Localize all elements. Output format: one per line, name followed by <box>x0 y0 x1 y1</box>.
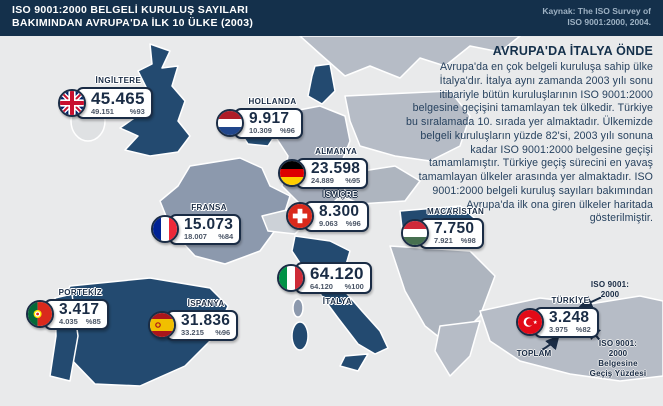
country-callout-turkiye: TÜRKİYE ★ 3.248 3.975 %82 <box>516 296 599 338</box>
total-count: 9.063 <box>319 219 338 229</box>
percent-value: %93 <box>129 106 145 116</box>
turkiye-flag-icon: ★ <box>516 308 544 337</box>
stat-box: 3.417 4.035 %85 <box>44 299 109 330</box>
percent-value: %95 <box>345 176 361 186</box>
sidebar-panel: AVRUPA'DA İTALYA ÖNDE Avrupa'da en çok b… <box>405 44 653 226</box>
cert-count: 45.465 <box>91 89 145 108</box>
cert-count: 7.750 <box>434 220 475 237</box>
country-label: İTALYA <box>322 297 353 307</box>
cert-count: 8.300 <box>319 203 360 220</box>
total-count: 4.035 <box>59 317 78 327</box>
map-scandinavia <box>299 36 521 79</box>
cert-count: 9.917 <box>249 110 290 127</box>
map-eastern-europe <box>344 90 471 162</box>
country-callout-portekiz: PORTEKİZ 3.417 4.035 %85 <box>26 288 109 330</box>
stat-box: 7.750 7.921 %98 <box>419 218 484 249</box>
percent-value: %84 <box>218 232 234 242</box>
percent-value: %85 <box>85 317 101 327</box>
country-callout-ispanya: İSPANYA 31.836 33.215 %96 <box>148 299 239 341</box>
country-label: ALMANYA <box>315 147 358 156</box>
total-count: 7.921 <box>434 236 453 246</box>
percent-value: %96 <box>345 219 361 229</box>
cert-count: 3.248 <box>549 309 590 326</box>
stat-box: 64.120 64.120 %100 <box>295 262 372 295</box>
country-callout-isvicre: İSVİÇRE 8.300 9.063 %96 <box>286 190 369 232</box>
map-sicily <box>339 353 369 372</box>
stat-box: 9.917 10.309 %96 <box>234 108 303 139</box>
iso-9001-2000-note: ISO 9001: 2000 <box>590 280 630 299</box>
stat-box: 31.836 33.215 %96 <box>166 310 239 341</box>
fransa-flag-icon <box>151 215 179 244</box>
cert-count: 64.120 <box>310 264 364 283</box>
country-callout-fransa: FRANSA 15.073 18.007 %84 <box>151 203 242 245</box>
total-count: 24.889 <box>311 176 334 186</box>
map-greece <box>434 320 481 377</box>
country-label: İSVİÇRE <box>322 190 358 199</box>
cert-count: 15.073 <box>184 216 234 233</box>
stat-box: 45.465 49.151 %93 <box>76 87 153 120</box>
map-denmark <box>307 63 336 105</box>
percent-value: %82 <box>575 325 591 335</box>
stat-box: 3.248 3.975 %82 <box>534 307 599 338</box>
source-credit: Kaynak: The ISO Survey of ISO 9001:2000,… <box>542 5 651 27</box>
total-count: 49.151 <box>91 106 114 116</box>
macaristan-flag-icon <box>401 219 429 248</box>
percent-value: %96 <box>279 126 295 136</box>
map-corsica <box>292 298 304 318</box>
hollanda-flag-icon <box>216 109 244 138</box>
italya-flag-icon <box>277 264 305 293</box>
cert-count: 31.836 <box>181 312 231 329</box>
stat-box: 15.073 18.007 %84 <box>169 214 242 245</box>
country-label: HOLLANDA <box>248 97 297 106</box>
cert-count: 3.417 <box>59 301 100 318</box>
almanya-flag-icon <box>278 159 306 188</box>
country-label: TÜRKİYE <box>551 296 590 305</box>
country-label: İSPANYA <box>187 299 225 308</box>
total-count: 64.120 <box>310 281 333 291</box>
page-title: ISO 9001:2000 BELGELİ KURULUŞ SAYILARI B… <box>12 3 254 29</box>
toplam-note: TOPLAM <box>516 349 552 358</box>
cert-count: 23.598 <box>311 160 361 177</box>
percent-value: %100 <box>344 281 364 291</box>
percent-value: %98 <box>460 236 476 246</box>
country-callout-macaristan: MACARİSTAN 7.750 7.921 %98 <box>401 207 484 249</box>
svg-text:★: ★ <box>533 319 538 326</box>
country-callout-hollanda: HOLLANDA 9.917 10.309 %96 <box>216 97 303 139</box>
portekiz-flag-icon <box>26 300 54 329</box>
sidebar-title: AVRUPA'DA İTALYA ÖNDE <box>492 44 653 58</box>
country-callout-italya: İTALYA 64.120 64.120 %100 <box>277 262 372 306</box>
total-count: 10.309 <box>249 126 272 136</box>
country-callout-ingiltere: İNGİLTERE 45.465 49.151 %93 <box>58 76 153 120</box>
percent-value: %96 <box>215 328 231 338</box>
total-count: 18.007 <box>184 232 207 242</box>
country-label: MACARİSTAN <box>427 207 485 216</box>
ispanya-flag-icon <box>148 311 176 340</box>
country-label: İNGİLTERE <box>95 76 142 85</box>
total-count: 33.215 <box>181 328 204 338</box>
transition-percentage-note: ISO 9001: 2000 Belgesine Geçiş Yüzdesi <box>589 339 647 378</box>
map-sardinia <box>291 321 309 351</box>
isvicre-flag-icon <box>286 202 314 231</box>
total-count: 3.975 <box>549 325 568 335</box>
stat-box: 23.598 24.889 %95 <box>296 158 369 189</box>
sidebar-body-text: Avrupa'da en çok belgeli kuruluşa sahip … <box>405 61 653 225</box>
ingiltere-flag-icon <box>58 89 86 118</box>
country-label: FRANSA <box>191 203 227 212</box>
country-callout-almanya: ALMANYA 23.598 24.889 %95 <box>278 147 369 189</box>
country-label: PORTEKİZ <box>58 288 103 297</box>
header-bar: ISO 9001:2000 BELGELİ KURULUŞ SAYILARI B… <box>0 0 663 36</box>
